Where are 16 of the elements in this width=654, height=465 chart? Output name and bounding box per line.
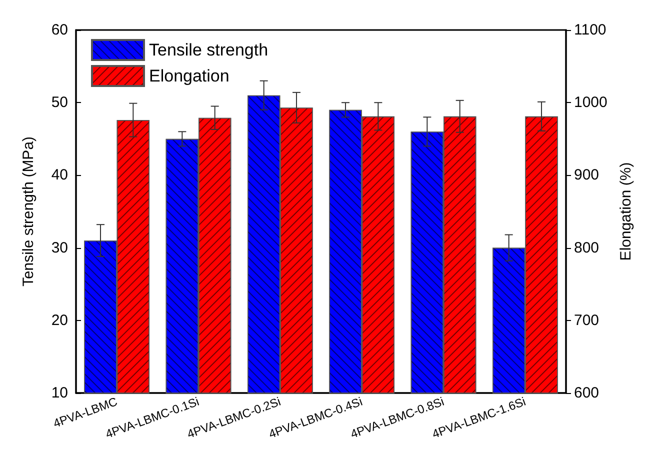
- y2-tick-label: 900: [574, 166, 600, 184]
- y-tick-label: 20: [51, 312, 68, 329]
- y2-tick-label: 1000: [574, 94, 608, 112]
- y-tick-label: 50: [51, 94, 68, 112]
- y-axis-title: Tensile strength (MPa): [20, 136, 37, 287]
- y2-tick-label: 700: [574, 312, 600, 329]
- y-tick-label: 30: [51, 239, 68, 256]
- y2-tick-label: 1100: [574, 22, 606, 38]
- legend-label: Tensile strength: [149, 40, 268, 60]
- legend-label: Elongation: [149, 66, 230, 86]
- y-tick-label: 40: [51, 166, 68, 184]
- y2-tick-label: 600: [574, 384, 600, 402]
- y-tick-label: 10: [51, 384, 68, 402]
- y-tick-label: 60: [51, 22, 68, 38]
- y2-axis-title: Elongation (%): [617, 162, 634, 261]
- y2-tick-label: 800: [574, 239, 600, 256]
